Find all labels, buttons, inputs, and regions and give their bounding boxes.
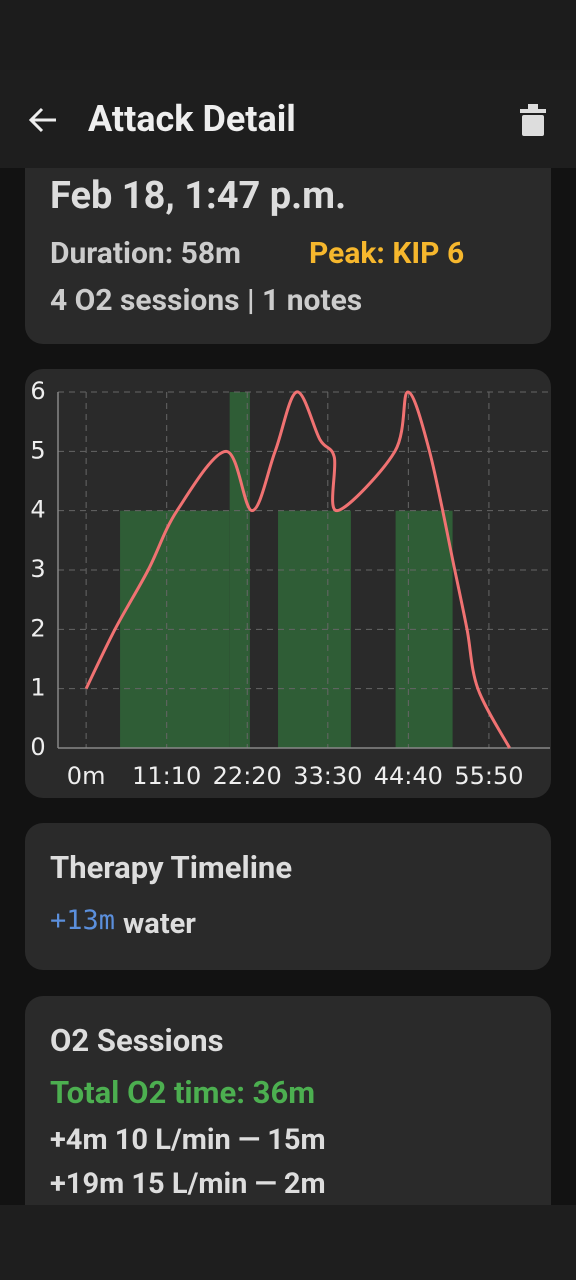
- y-tick-label: 3: [30, 555, 45, 583]
- navigation-bar: [0, 1205, 576, 1280]
- x-tick-label: 22:20: [213, 762, 282, 790]
- title: Attack Detail: [88, 98, 296, 140]
- o2-total: Total O2 time: 36m: [50, 1074, 316, 1111]
- x-tick-label: 11:10: [132, 762, 201, 790]
- o2-card: O2 Sessions Total O2 time: 36m +4m 10 L/…: [25, 996, 551, 1205]
- o2-title: O2 Sessions: [50, 1022, 224, 1059]
- duration: Duration: 58m: [50, 236, 242, 271]
- counts: 4 O2 sessions | 1 notes: [50, 283, 363, 318]
- content: Feb 18, 1:47 p.m. Duration: 58m Peak: KI…: [0, 168, 576, 1205]
- y-tick-label: 2: [30, 614, 45, 642]
- x-tick-label: 0m: [67, 762, 106, 790]
- y-tick-label: 5: [30, 436, 45, 464]
- y-tick-label: 1: [30, 674, 45, 702]
- therapy-label: water: [123, 907, 196, 941]
- x-tick-label: 33:30: [293, 762, 362, 790]
- y-tick-label: 6: [30, 377, 45, 405]
- summary-card: Feb 18, 1:47 p.m. Duration: 58m Peak: KI…: [25, 168, 551, 344]
- therapy-title: Therapy Timeline: [50, 849, 293, 886]
- y-tick-label: 0: [30, 733, 45, 761]
- delete-button[interactable]: [520, 104, 546, 136]
- date: Feb 18, 1:47 p.m.: [50, 174, 347, 218]
- status-bar: [0, 0, 576, 70]
- o2-session: +19m 15 L/min — 2m: [50, 1167, 326, 1201]
- therapy-time: +13m: [50, 905, 116, 936]
- o2-session: +4m 10 L/min — 15m: [50, 1123, 326, 1157]
- chart-card: 0 1 2 3 4 5 6 0m 11:10 22:20 33:30 44:40 55:50: [25, 369, 551, 798]
- therapy-card: Therapy Timeline +13m water: [25, 823, 551, 970]
- back-button[interactable]: [28, 106, 58, 134]
- app-bar: Attack Detail: [0, 70, 576, 168]
- kip-line: [84, 390, 511, 749]
- y-tick-label: 4: [30, 496, 45, 524]
- chart: 0 1 2 3 4 5 6 0m 11:10 22:20 33:30 44:40 55:50: [30, 377, 550, 790]
- peak: Peak: KIP 6: [309, 236, 465, 271]
- x-tick-label: 55:50: [454, 762, 523, 790]
- x-tick-label: 44:40: [374, 762, 443, 790]
